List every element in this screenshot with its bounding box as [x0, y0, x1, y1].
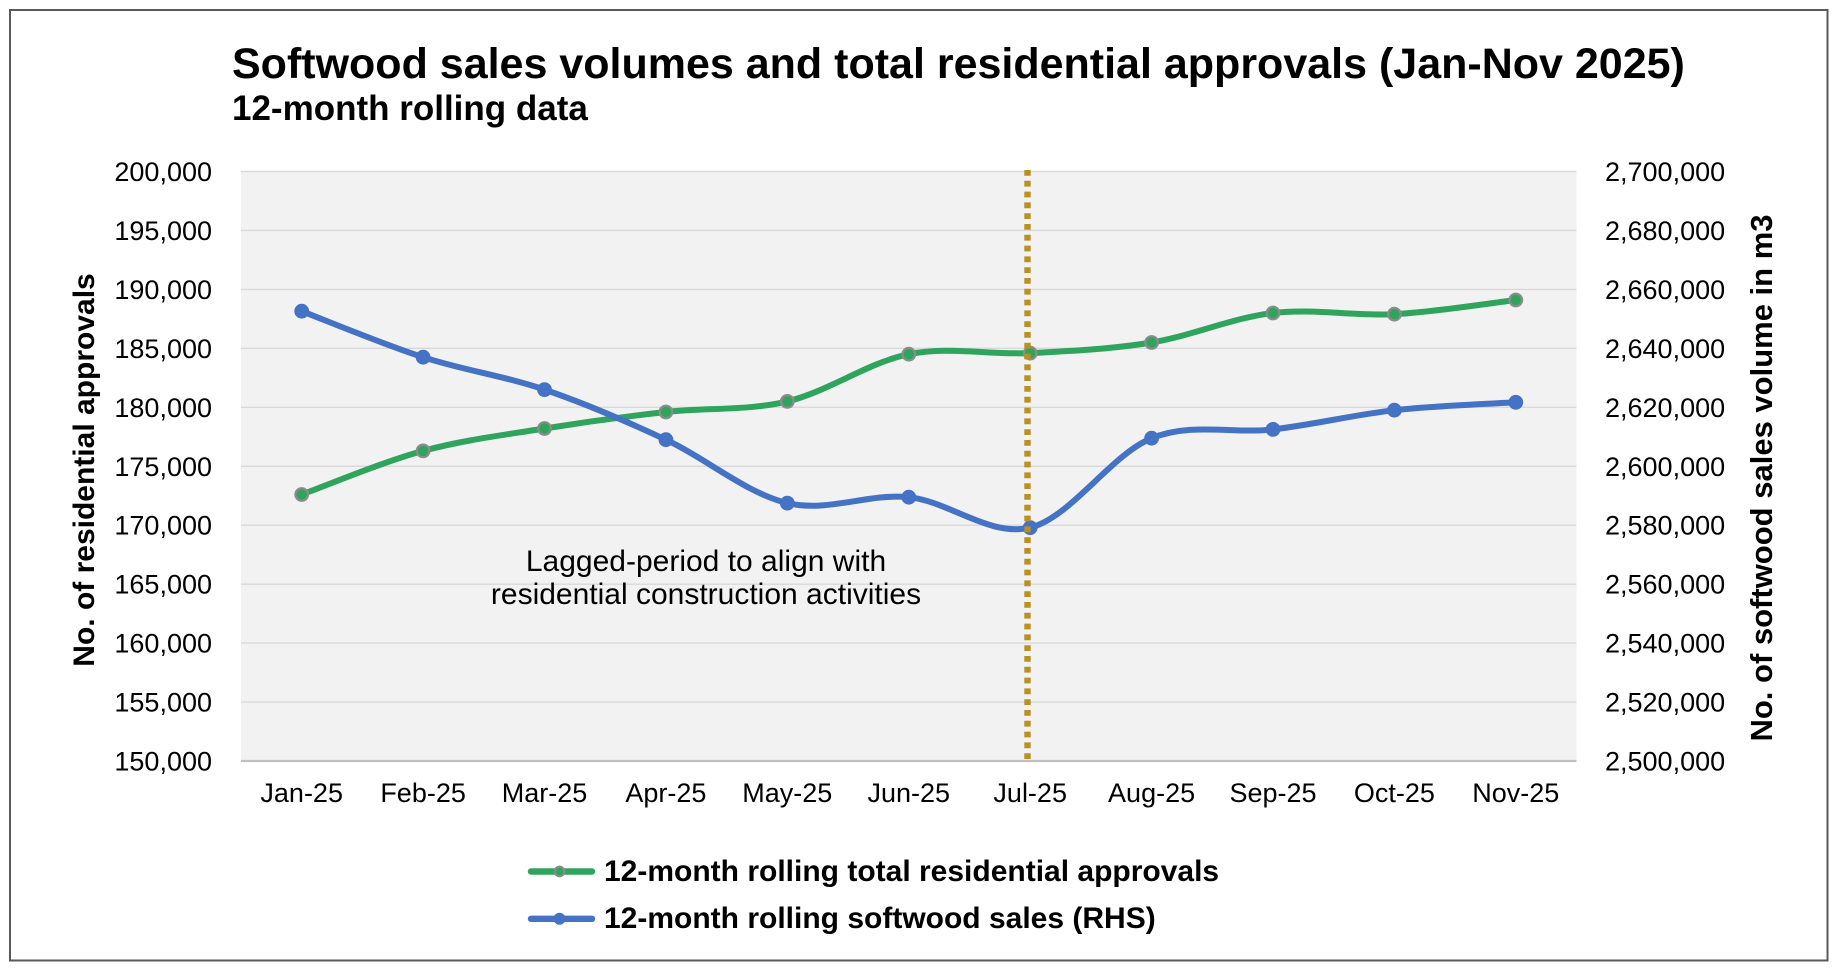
- svg-text:2,520,000: 2,520,000: [1605, 688, 1725, 718]
- svg-text:Feb-25: Feb-25: [380, 778, 466, 808]
- svg-text:Sep-25: Sep-25: [1229, 778, 1316, 808]
- svg-text:2,560,000: 2,560,000: [1605, 570, 1725, 600]
- svg-text:Jul-25: Jul-25: [993, 778, 1067, 808]
- svg-text:155,000: 155,000: [114, 688, 212, 718]
- svg-text:200,000: 200,000: [114, 157, 212, 187]
- svg-text:180,000: 180,000: [114, 393, 212, 423]
- svg-text:2,500,000: 2,500,000: [1605, 747, 1725, 777]
- svg-text:May-25: May-25: [742, 778, 832, 808]
- svg-text:12-month rolling total residen: 12-month rolling total residential appro…: [604, 855, 1219, 888]
- svg-text:2,540,000: 2,540,000: [1605, 629, 1725, 659]
- svg-text:175,000: 175,000: [114, 452, 212, 482]
- svg-text:160,000: 160,000: [114, 629, 212, 659]
- svg-text:190,000: 190,000: [114, 275, 212, 305]
- svg-text:170,000: 170,000: [114, 511, 212, 541]
- svg-text:Softwood sales volumes and tot: Softwood sales volumes and total residen…: [232, 40, 1685, 88]
- svg-text:Jan-25: Jan-25: [260, 778, 343, 808]
- svg-text:12-month rolling softwood sale: 12-month rolling softwood sales (RHS): [604, 902, 1156, 935]
- svg-text:195,000: 195,000: [114, 216, 212, 246]
- svg-text:2,700,000: 2,700,000: [1605, 157, 1725, 187]
- svg-text:2,680,000: 2,680,000: [1605, 216, 1725, 246]
- svg-text:185,000: 185,000: [114, 334, 212, 364]
- svg-text:2,580,000: 2,580,000: [1605, 511, 1725, 541]
- svg-text:No. of residential approvals: No. of residential approvals: [68, 273, 101, 666]
- svg-text:Aug-25: Aug-25: [1108, 778, 1195, 808]
- svg-text:150,000: 150,000: [114, 747, 212, 777]
- svg-text:Apr-25: Apr-25: [625, 778, 706, 808]
- svg-text:165,000: 165,000: [114, 570, 212, 600]
- svg-text:2,600,000: 2,600,000: [1605, 452, 1725, 482]
- svg-text:2,660,000: 2,660,000: [1605, 275, 1725, 305]
- svg-text:Jun-25: Jun-25: [868, 778, 951, 808]
- svg-text:Mar-25: Mar-25: [502, 778, 588, 808]
- svg-text:No. of softwood sales volume i: No. of softwood sales volume in m3: [1744, 214, 1779, 741]
- svg-text:2,640,000: 2,640,000: [1605, 334, 1725, 364]
- svg-text:Lagged-period to align with: Lagged-period to align with: [526, 545, 886, 578]
- svg-text:2,620,000: 2,620,000: [1605, 393, 1725, 423]
- svg-text:Oct-25: Oct-25: [1354, 778, 1435, 808]
- svg-text:residential construction activ: residential construction activities: [491, 578, 921, 611]
- svg-text:Nov-25: Nov-25: [1472, 778, 1559, 808]
- svg-text:12-month rolling data: 12-month rolling data: [232, 89, 588, 128]
